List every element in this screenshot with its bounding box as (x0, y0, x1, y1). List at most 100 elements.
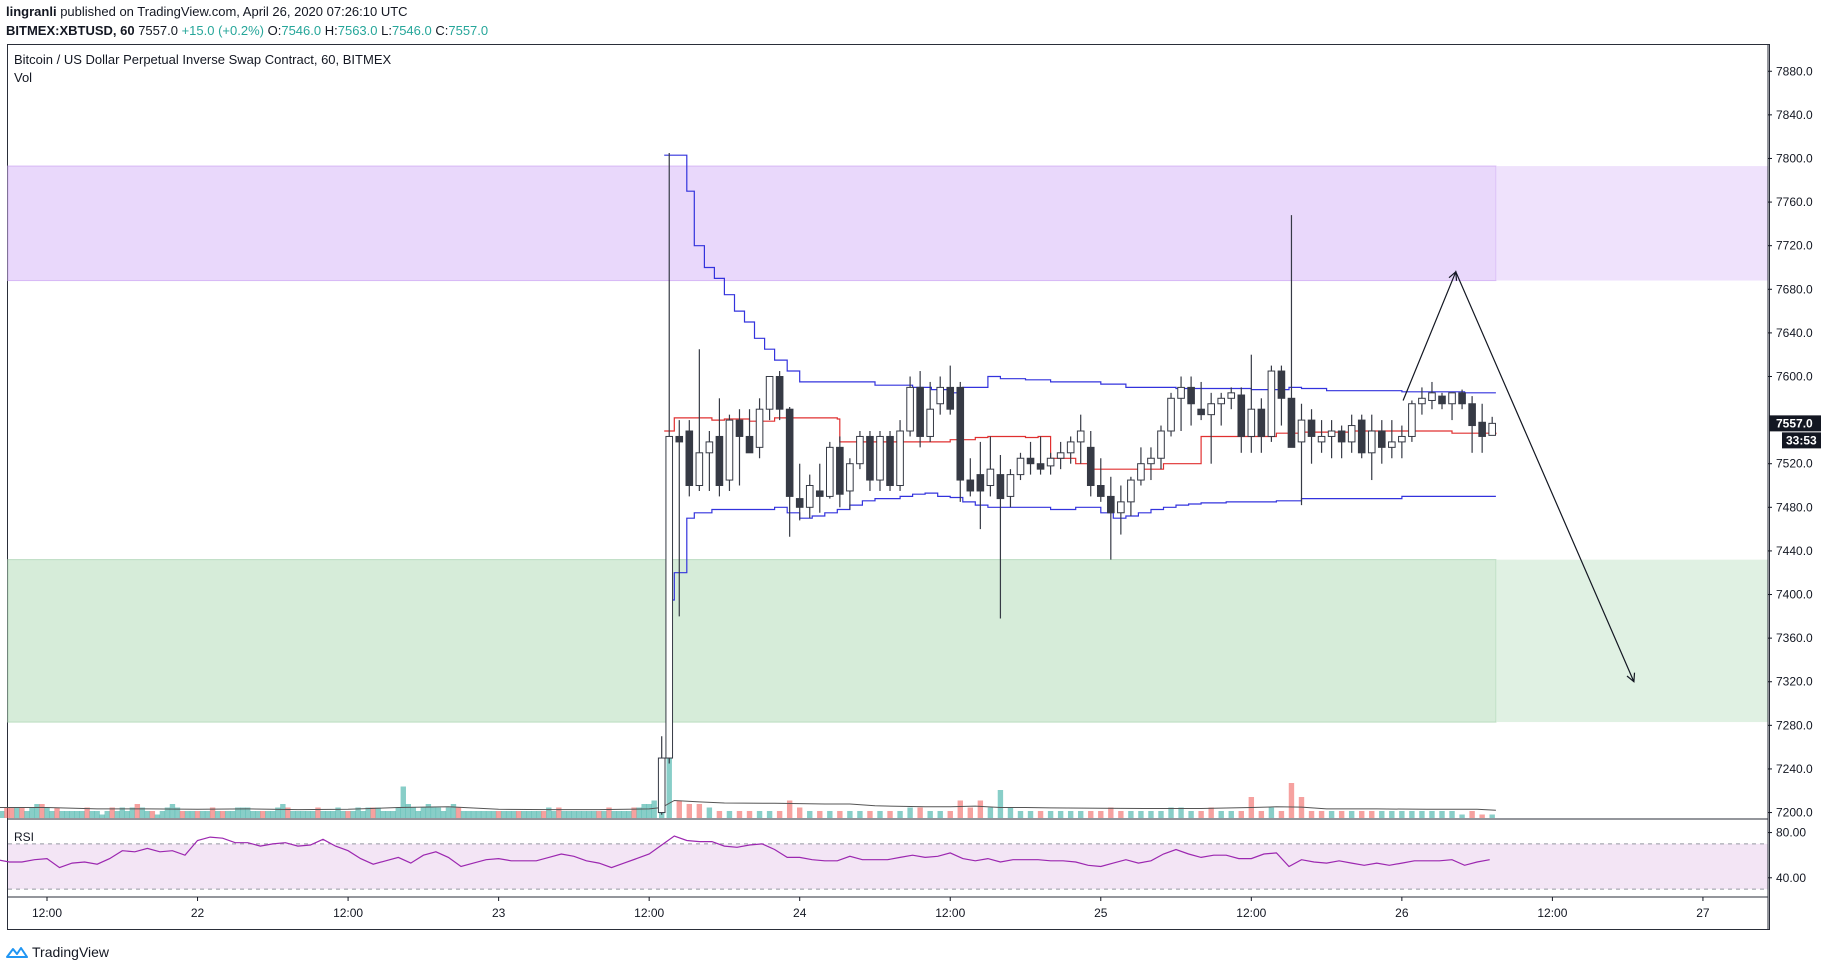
candle-body (836, 446, 844, 495)
candle-body (1347, 425, 1356, 443)
volume-bar (159, 811, 166, 818)
volume-bar (360, 811, 366, 818)
candle-body (1337, 430, 1346, 443)
candle-body (1187, 386, 1195, 405)
volume-bar (641, 804, 647, 818)
volume-bar (335, 807, 341, 818)
volume-bar (385, 811, 391, 818)
volume-bar (1098, 811, 1104, 818)
volume-bar (1027, 811, 1034, 818)
volume-bar (1399, 811, 1405, 818)
volume-bar (179, 811, 186, 818)
volume-bar (1359, 811, 1365, 818)
author-name[interactable]: lingranli (6, 4, 57, 19)
volume-legend: Vol (14, 70, 33, 85)
volume-bar (330, 811, 336, 818)
rsi-tick-label: 80.00 (1776, 826, 1806, 840)
volume-bar (340, 811, 346, 818)
volume-bar (390, 811, 396, 818)
candle-body (916, 386, 924, 437)
price-tick-label: 7640.0 (1776, 326, 1813, 340)
price-tick-label: 7480.0 (1776, 500, 1813, 514)
volume-bar (556, 807, 562, 818)
volume-bar (977, 800, 984, 818)
candle-body (1096, 485, 1105, 497)
volume-bar (1188, 811, 1194, 818)
volume-bar (797, 807, 803, 818)
candle-body (1066, 441, 1075, 454)
volume-bar (776, 811, 783, 818)
volume-bar (480, 811, 487, 818)
chart-frame[interactable] (7, 44, 1770, 930)
volume-bar (877, 811, 883, 818)
volume-bar (164, 807, 171, 818)
volume-bar (1057, 811, 1064, 818)
open-value: 7546.0 (281, 23, 322, 38)
volume-bar (521, 811, 527, 818)
rsi-tick-label: 40.00 (1776, 871, 1806, 885)
volume-bar (89, 811, 95, 818)
volume-bar (84, 807, 90, 818)
volume-bar (591, 811, 597, 818)
volume-bar (204, 811, 211, 818)
volume-bar (44, 807, 50, 818)
candle-body (1147, 457, 1155, 465)
volume-bar (154, 814, 161, 818)
volume-bar (1409, 811, 1415, 818)
volume-bar (295, 811, 301, 818)
volume-bar (59, 811, 65, 818)
volume-bar (1489, 814, 1495, 818)
volume-bar (275, 807, 281, 818)
candle-body (956, 386, 965, 481)
low-label: L: (381, 23, 392, 38)
candle-body (856, 435, 864, 465)
time-tick-label: 12:00 (935, 906, 965, 920)
candle-body (685, 430, 694, 487)
candle-body (745, 435, 754, 454)
candle-body (1367, 430, 1376, 454)
volume-bar (927, 811, 933, 818)
candle-body (1277, 370, 1286, 399)
candle-body (1468, 403, 1476, 427)
volume-bar (1007, 807, 1014, 818)
candle-body (1458, 392, 1466, 405)
tradingview-footer[interactable]: TradingView (6, 942, 109, 962)
candle-body (1478, 421, 1486, 437)
candle-body (715, 435, 724, 487)
volume-bar (265, 811, 271, 818)
volume-bar (1178, 807, 1184, 818)
price-tick-label: 7600.0 (1776, 369, 1813, 383)
candle-body (1257, 408, 1266, 437)
volume-bar (174, 807, 181, 818)
volume-bar (4, 807, 10, 818)
volume-bar (857, 811, 863, 818)
volume-bar (1439, 811, 1445, 818)
candle-body (1117, 501, 1125, 514)
time-tick-label: 12:00 (634, 906, 664, 920)
volume-bar (756, 811, 763, 818)
volume-bar (104, 811, 110, 818)
candle-body (986, 468, 995, 487)
volume-bar (1479, 814, 1485, 818)
candle-body (1086, 446, 1095, 487)
candle-body (725, 419, 734, 481)
tradingview-logo-icon (6, 947, 28, 958)
volume-bar (375, 807, 381, 818)
price-change: +15.0 (+0.2%) (181, 23, 264, 38)
candle-body (1408, 403, 1416, 437)
candle-body (936, 386, 945, 405)
candle-body (846, 463, 854, 492)
candle-body (1418, 397, 1426, 405)
time-tick-label: 27 (1696, 906, 1710, 920)
volume-bar (470, 811, 477, 818)
volume-bar (1128, 811, 1134, 818)
price-tick-label: 7400.0 (1776, 588, 1813, 602)
volume-bar (214, 811, 221, 818)
volume-bar (134, 804, 141, 818)
volume-bar (1238, 811, 1244, 818)
volume-bar (546, 807, 552, 818)
volume-bar (636, 807, 642, 818)
candle-body (1327, 430, 1336, 437)
candle-body (805, 485, 814, 508)
